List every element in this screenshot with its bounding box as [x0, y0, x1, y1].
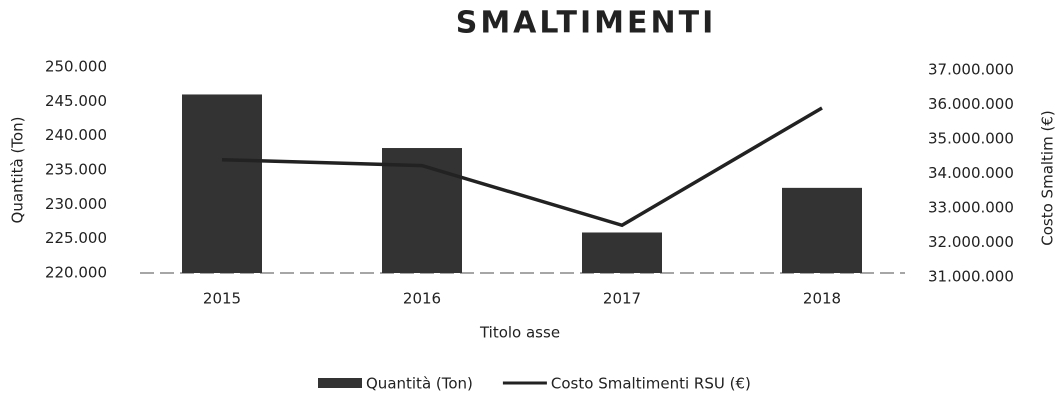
y-tick-label: 230.000 — [45, 195, 107, 213]
x-tick-label: 2015 — [203, 290, 241, 308]
y2-tick-label: 37.000.000 — [928, 61, 1014, 79]
chart-title: SMALTIMENTI — [456, 6, 717, 41]
y-tick-label: 235.000 — [45, 161, 107, 179]
x-tick-label: 2017 — [603, 290, 641, 308]
y-tick-label: 245.000 — [45, 92, 107, 110]
line — [221, 106, 823, 228]
y-tick-label: 250.000 — [45, 58, 107, 76]
y2-tick-label: 36.000.000 — [928, 95, 1014, 113]
y-tick-label: 220.000 — [45, 264, 107, 282]
x-tick-label: 2018 — [803, 290, 841, 308]
bar — [782, 187, 862, 273]
y2-tick-label: 33.000.000 — [928, 199, 1014, 217]
y2-tick-label: 32.000.000 — [928, 233, 1014, 251]
legend-label: Costo Smaltimenti RSU (€) — [551, 375, 751, 393]
y2-tick-label: 35.000.000 — [928, 130, 1014, 148]
y-axis-title: Quantità (Ton) — [9, 117, 27, 224]
bar — [182, 94, 262, 273]
y2-tick-label: 34.000.000 — [928, 164, 1014, 182]
legend-swatch — [318, 378, 362, 388]
x-axis-title: Titolo asse — [479, 324, 560, 342]
y-tick-label: 240.000 — [45, 126, 107, 144]
y2-axis-title: Costo Smaltim (€) — [1039, 110, 1057, 245]
x-tick-label: 2016 — [403, 290, 441, 308]
y-tick-label: 225.000 — [45, 229, 107, 247]
legend-label: Quantità (Ton) — [366, 375, 473, 393]
bar — [582, 232, 662, 273]
bar — [382, 148, 462, 273]
y2-tick-label: 31.000.000 — [928, 268, 1014, 286]
